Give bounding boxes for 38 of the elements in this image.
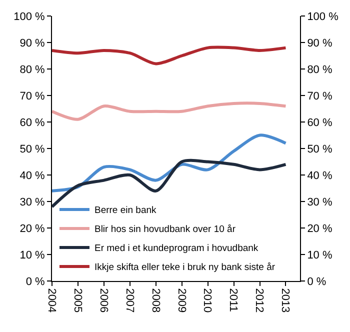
legend-label: Ikkje skifta eller teke i bruk ny bank siste år bbox=[94, 262, 276, 274]
x-tick-label: 2008 bbox=[149, 288, 162, 313]
y-tick-label: 60 % bbox=[20, 116, 46, 129]
x-tick-label: 2005 bbox=[71, 288, 84, 313]
y-tick-label: 90 % bbox=[20, 37, 46, 50]
line-series bbox=[52, 102, 288, 121]
x-tick-label: 2010 bbox=[201, 288, 214, 313]
y-tick-label: 50 % bbox=[20, 143, 46, 156]
y2-tick-label: 0 % bbox=[307, 276, 326, 288]
x-tick-label: 2007 bbox=[123, 288, 136, 313]
y-tick-label: 80 % bbox=[20, 64, 46, 76]
x-tick-label: 2004 bbox=[45, 288, 58, 313]
x-tick-label: 2012 bbox=[253, 288, 266, 313]
y-tick-label: 20 % bbox=[20, 222, 46, 235]
y2-tick-label: 100 % bbox=[307, 10, 339, 23]
y2-tick-label: 60 % bbox=[307, 116, 332, 129]
y-tick-label: 40 % bbox=[20, 170, 46, 182]
y2-tick-label: 90 % bbox=[307, 37, 332, 50]
x-tick-label: 2009 bbox=[175, 288, 188, 313]
y-tick-label: 100 % bbox=[14, 10, 46, 23]
line-series bbox=[52, 46, 288, 66]
y-tick-label: 0 % bbox=[26, 276, 46, 288]
legend-label: Er med i et kundeprogram i hovudbank bbox=[94, 243, 258, 254]
x-tick-label: 2006 bbox=[97, 288, 110, 313]
y2-tick-label: 50 % bbox=[307, 143, 332, 156]
y2-tick-label: 80 % bbox=[307, 64, 332, 76]
x-tick-label: 2013 bbox=[279, 288, 292, 313]
x-tick-label: 2011 bbox=[227, 288, 240, 312]
y-tick-label: 70 % bbox=[20, 90, 46, 102]
y2-tick-label: 70 % bbox=[307, 90, 332, 102]
y2-tick-label: 40 % bbox=[307, 170, 332, 182]
y-tick-label: 30 % bbox=[20, 196, 46, 208]
legend-label: Berre ein bank bbox=[94, 205, 157, 216]
legend-label: Blir hos sin hovudbank over 10 år bbox=[94, 224, 236, 236]
y-tick-label: 10 % bbox=[20, 249, 46, 262]
y2-tick-label: 20 % bbox=[307, 222, 332, 235]
y2-tick-label: 10 % bbox=[307, 249, 332, 262]
y2-tick-label: 30 % bbox=[307, 196, 332, 208]
